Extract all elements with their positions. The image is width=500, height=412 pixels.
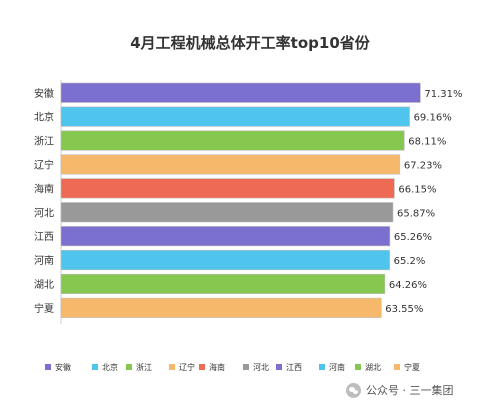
legend-swatch (355, 364, 361, 370)
legend-label: 安徽 (55, 362, 71, 372)
value-label: 65.2% (394, 256, 426, 267)
value-label: 63.55% (385, 304, 423, 315)
legend-swatch (276, 364, 282, 370)
legend-label: 湖北 (365, 363, 381, 372)
legend-label: 北京 (102, 362, 118, 372)
value-label: 67.23% (404, 160, 442, 171)
legend-label: 海南 (209, 362, 225, 372)
bar-9 (60, 273, 386, 295)
category-label: 北京 (34, 111, 54, 124)
value-label: 64.26% (389, 280, 427, 291)
bar-4 (60, 154, 401, 175)
value-label: 71.31% (424, 89, 462, 100)
wechat-icon (346, 382, 361, 398)
value-label: 69.16% (414, 113, 452, 124)
legend-label: 河北 (253, 362, 269, 372)
category-label: 湖北 (34, 279, 54, 291)
value-label: 66.15% (398, 184, 436, 195)
legend-swatch (126, 364, 132, 370)
legend-label: 浙江 (136, 362, 152, 372)
legend-swatch (243, 364, 249, 370)
bar-7 (60, 226, 391, 247)
category-label: 辽宁 (34, 158, 54, 171)
watermark: 公众号 · 三一集团 (346, 381, 454, 399)
legend-label: 江西 (286, 363, 302, 372)
category-label: 海南 (34, 182, 54, 195)
legend-swatch (92, 364, 98, 370)
value-label: 65.87% (397, 208, 435, 219)
value-label: 65.26% (394, 232, 432, 243)
bar-8 (60, 250, 390, 271)
legend-swatch (199, 364, 205, 370)
legend-swatch (319, 364, 325, 370)
watermark-text: 公众号 · 三一集团 (366, 384, 454, 397)
bar-5 (60, 178, 395, 199)
legend-swatch (169, 364, 175, 370)
legend-label: 河南 (329, 362, 345, 372)
category-label: 河南 (34, 254, 54, 267)
bar-10 (60, 297, 382, 318)
legend-swatch (45, 364, 51, 370)
category-label: 河北 (34, 207, 54, 219)
legend-label: 宁夏 (404, 362, 420, 372)
chart-title: 4月工程机械总体开工率top10省份 (130, 34, 370, 52)
legend-swatch (394, 364, 400, 370)
legend-label: 辽宁 (179, 362, 195, 372)
bar-1 (60, 82, 421, 103)
category-label: 安徽 (34, 87, 54, 100)
bar-3 (60, 130, 405, 151)
category-label: 宁夏 (34, 302, 54, 315)
category-label: 浙江 (34, 136, 54, 148)
bar-6 (60, 202, 394, 223)
value-label: 68.11% (408, 137, 446, 148)
category-label: 江西 (34, 231, 54, 243)
bar-2 (60, 106, 410, 127)
